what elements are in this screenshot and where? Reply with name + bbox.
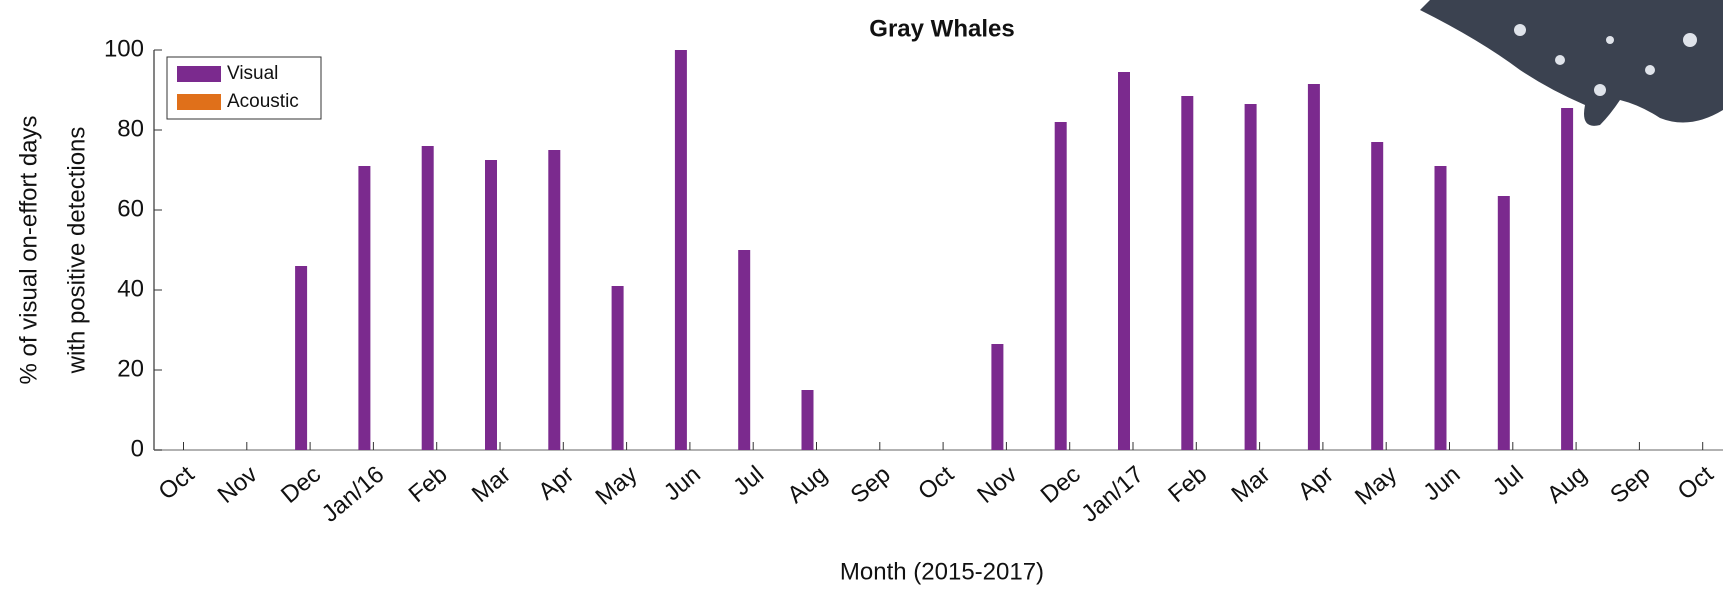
x-tick-label: Dec: [1036, 461, 1086, 509]
x-tick-label: Feb: [1163, 461, 1212, 508]
x-tick-label: Apr: [533, 461, 579, 506]
legend-swatch: [177, 66, 221, 82]
y-axis-label: with positive detections: [63, 127, 90, 375]
x-tick-label: May: [1350, 461, 1402, 511]
bar: [1054, 122, 1067, 450]
x-tick-label: Dec: [276, 461, 326, 509]
bar: [1497, 196, 1510, 450]
y-tick-label: 0: [131, 435, 144, 462]
legend-label: Acoustic: [227, 91, 299, 112]
legend-swatch: [177, 94, 221, 110]
x-tick-label: Oct: [153, 461, 199, 506]
x-tick-label: Sep: [1605, 461, 1655, 509]
bar: [801, 390, 814, 450]
bar: [548, 150, 561, 450]
y-axis-label: % of visual on-effort days: [15, 115, 42, 384]
x-tick-label: Jun: [659, 461, 706, 507]
bar: [1118, 72, 1130, 450]
bar: [674, 50, 687, 450]
chart-title: Gray Whales: [869, 15, 1014, 42]
bar: [1307, 84, 1320, 450]
bar: [358, 166, 371, 450]
bar: [1561, 108, 1574, 450]
x-tick-label: Feb: [404, 461, 453, 508]
x-tick-label: Jan/16: [317, 461, 390, 528]
y-tick-label: 20: [117, 355, 144, 382]
bar: [1371, 142, 1384, 450]
x-tick-label: Mar: [1227, 461, 1276, 508]
legend-label: Visual: [227, 63, 278, 84]
bar: [421, 146, 434, 450]
bar: [485, 160, 497, 450]
x-tick-label: Mar: [467, 461, 516, 508]
x-tick-label: Oct: [913, 461, 959, 506]
bar: [1244, 104, 1257, 450]
x-tick-label: Oct: [1673, 461, 1719, 506]
x-tick-label: Jul: [728, 461, 769, 501]
y-tick-label: 80: [117, 115, 144, 142]
bar: [611, 286, 624, 450]
bar: [295, 266, 308, 450]
x-tick-label: Aug: [1542, 461, 1592, 509]
x-tick-label: Sep: [846, 461, 896, 509]
x-tick-label: Jul: [1488, 461, 1529, 501]
y-tick-label: 60: [117, 195, 144, 222]
x-tick-label: Nov: [213, 461, 263, 509]
x-tick-label: Aug: [782, 461, 832, 509]
bar: [1181, 96, 1194, 450]
y-tick-label: 40: [117, 275, 144, 302]
y-tick-label: 100: [104, 35, 144, 62]
x-tick-label: Jan/17: [1076, 461, 1149, 528]
x-tick-label: Nov: [972, 461, 1022, 509]
x-axis-label: Month (2015-2017): [840, 558, 1044, 585]
bar: [1434, 166, 1447, 450]
x-tick-label: Apr: [1293, 461, 1339, 506]
bar: [738, 250, 751, 450]
x-tick-label: Jun: [1418, 461, 1465, 507]
whale-illustration: [1420, 0, 1723, 126]
x-tick-label: May: [590, 461, 642, 511]
bar: [991, 344, 1004, 450]
